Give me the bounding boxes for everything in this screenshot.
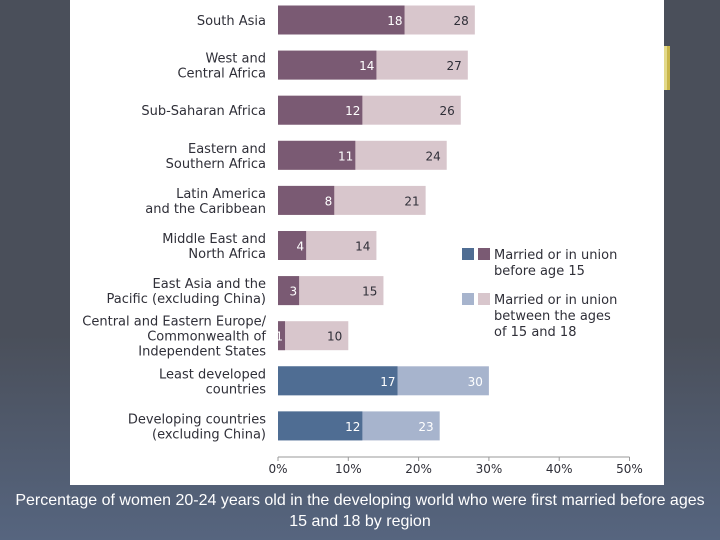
x-tick-label: 20% — [405, 462, 432, 476]
value-label-under-15: 17 — [380, 375, 395, 389]
category-label: Eastern and Southern Africa — [166, 142, 266, 172]
category-label: South Asia — [197, 14, 266, 29]
value-label-under-15: 4 — [296, 240, 304, 254]
value-label-15-to-18: 28 — [454, 14, 469, 28]
bar-15-to-18 — [278, 321, 349, 351]
category-label: Developing countries (excluding China) — [128, 412, 266, 442]
bar-under-15 — [278, 5, 405, 35]
value-label-15-to-18: 30 — [468, 375, 483, 389]
category-label: Central and Eastern Europe/Commonwealth … — [82, 315, 266, 360]
bars-group: 18 28 14 27 12 26 11 24 8 21 4 14 3 15 1 10 17 30 12 23 — [275, 5, 489, 441]
chart-panel: 18 28 14 27 12 26 11 24 8 21 4 14 3 15 1 10 17 30 12 23 0% 1… — [70, 0, 664, 485]
x-tick-label: 40% — [546, 462, 573, 476]
legend-entry-label: Married or in union before age 15 — [494, 248, 617, 279]
value-label-under-15: 8 — [325, 194, 333, 208]
category-label: West and Central Africa — [177, 52, 266, 82]
category-labels: South Asia West and Central Africa Sub-Saha… — [82, 14, 266, 442]
x-tick-label: 50% — [616, 462, 643, 476]
legend-swatch-summary — [462, 293, 474, 305]
x-tick-label: 0% — [268, 462, 287, 476]
legend-entry-label: Married or in union between the ages of 15… — [494, 293, 617, 340]
x-tick-label: 10% — [335, 462, 362, 476]
value-label-15-to-18: 23 — [418, 420, 433, 434]
x-tick-label: 30% — [476, 462, 503, 476]
value-label-15-to-18: 14 — [355, 240, 370, 254]
bar-under-15 — [278, 321, 286, 351]
value-label-15-to-18: 10 — [327, 330, 342, 344]
value-label-under-15: 3 — [289, 285, 297, 299]
bar-under-15 — [278, 276, 300, 306]
x-axis: 0% 10% 20% 30% 40% 50% — [268, 456, 643, 476]
category-label: Sub-Saharan Africa — [141, 104, 266, 119]
category-label: Latin America and the Caribbean — [145, 187, 266, 217]
value-label-15-to-18: 26 — [439, 104, 454, 118]
bar-under-15 — [278, 50, 377, 80]
bar-under-15 — [278, 231, 307, 260]
slide-caption: Percentage of women 20-24 years old in t… — [15, 492, 705, 530]
legend-swatch-summary — [462, 248, 474, 260]
value-label-under-15: 12 — [345, 420, 360, 434]
value-label-under-15: 11 — [338, 149, 353, 163]
legend-swatch-region — [478, 293, 490, 305]
value-label-15-to-18: 24 — [425, 149, 440, 163]
legend: Married or in union before age 15 Married … — [462, 248, 617, 340]
value-label-15-to-18: 21 — [404, 194, 419, 208]
value-label-under-15: 14 — [359, 59, 374, 73]
bar-under-15 — [278, 185, 335, 215]
category-label: Least developed countries — [159, 367, 266, 397]
category-label: East Asia and the Pacific (excluding Chin… — [107, 277, 266, 307]
value-label-15-to-18: 27 — [447, 59, 462, 73]
value-label-15-to-18: 15 — [362, 285, 377, 299]
child-marriage-bar-chart: 18 28 14 27 12 26 11 24 8 21 4 14 3 15 1 10 17 30 12 23 0% 1… — [82, 5, 643, 476]
value-label-under-15: 18 — [387, 14, 402, 28]
legend-swatch-region — [478, 248, 490, 260]
bar-under-15 — [278, 411, 363, 441]
bar-under-15 — [278, 366, 398, 396]
category-label: Middle East and North Africa — [162, 232, 266, 262]
bar-under-15 — [278, 140, 356, 170]
value-label-under-15: 1 — [275, 330, 283, 344]
value-label-under-15: 12 — [345, 104, 360, 118]
bar-under-15 — [278, 95, 363, 125]
